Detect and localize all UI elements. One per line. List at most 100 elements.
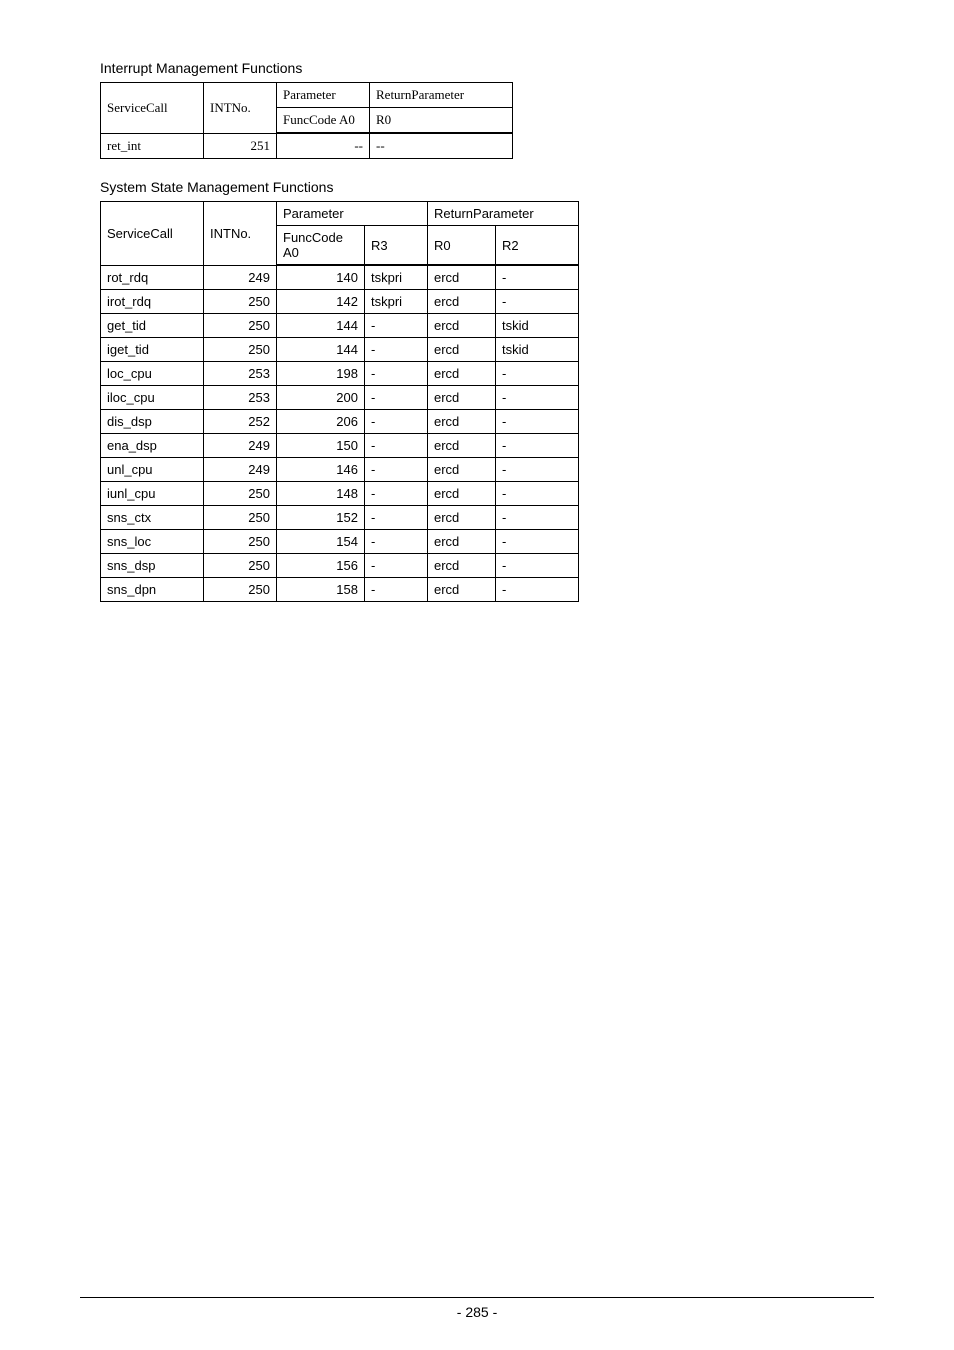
hdr-funccode: FuncCode A0 [277, 226, 365, 266]
cell-r2: - [496, 290, 579, 314]
cell-funccode: 144 [277, 338, 365, 362]
cell-r2: - [496, 410, 579, 434]
table-row: rot_rdq249140tskpriercd- [101, 265, 579, 290]
page-number: - 285 - [457, 1304, 497, 1320]
cell-servicecall: rot_rdq [101, 265, 204, 290]
cell-r0: ercd [428, 410, 496, 434]
table-row: iunl_cpu250148-ercd- [101, 482, 579, 506]
cell-r3: - [365, 386, 428, 410]
cell-funccode: 148 [277, 482, 365, 506]
cell-r3: tskpri [365, 290, 428, 314]
cell-r3: - [365, 410, 428, 434]
cell-funccode: 144 [277, 314, 365, 338]
table-row: irot_rdq250142tskpriercd- [101, 290, 579, 314]
cell-servicecall: loc_cpu [101, 362, 204, 386]
cell-r0: ercd [428, 506, 496, 530]
cell-r0: ercd [428, 458, 496, 482]
cell-r3: - [365, 482, 428, 506]
cell-servicecall: ena_dsp [101, 434, 204, 458]
cell-r0: ercd [428, 362, 496, 386]
cell-r3: - [365, 578, 428, 602]
cell-r2: - [496, 506, 579, 530]
table-row: sns_loc250154-ercd- [101, 530, 579, 554]
cell-intno: 249 [204, 265, 277, 290]
cell-r3: - [365, 506, 428, 530]
cell-funccode: 154 [277, 530, 365, 554]
hdr-r3: R3 [365, 226, 428, 266]
cell-r2: - [496, 554, 579, 578]
hdr-returnparameter: ReturnParameter [370, 83, 513, 108]
cell-r3: - [365, 530, 428, 554]
table-row: loc_cpu253198-ercd- [101, 362, 579, 386]
hdr-servicecall: ServiceCall [101, 83, 204, 134]
cell-r0: ercd [428, 482, 496, 506]
table-row: sns_ctx250152-ercd- [101, 506, 579, 530]
cell-r0: ercd [428, 554, 496, 578]
cell-r0: ercd [428, 338, 496, 362]
cell-r2: - [496, 362, 579, 386]
cell-servicecall: dis_dsp [101, 410, 204, 434]
cell-r2: - [496, 530, 579, 554]
cell-intno: 253 [204, 362, 277, 386]
cell-r2: - [496, 434, 579, 458]
cell-r0: ercd [428, 386, 496, 410]
hdr-intno: INTNo. [204, 202, 277, 266]
cell-r2: tskid [496, 338, 579, 362]
hdr-servicecall: ServiceCall [101, 202, 204, 266]
cell-funccode: 198 [277, 362, 365, 386]
cell-r0: ercd [428, 578, 496, 602]
cell-funccode: 158 [277, 578, 365, 602]
cell-intno: 250 [204, 530, 277, 554]
cell-servicecall: irot_rdq [101, 290, 204, 314]
cell-r3: - [365, 362, 428, 386]
hdr-returnparameter: ReturnParameter [428, 202, 579, 226]
table-row: iloc_cpu253200-ercd- [101, 386, 579, 410]
cell-r3: - [365, 338, 428, 362]
cell-servicecall: ret_int [101, 133, 204, 159]
cell-intno: 252 [204, 410, 277, 434]
cell-funccode: 156 [277, 554, 365, 578]
cell-funccode: 140 [277, 265, 365, 290]
hdr-funccode: FuncCode A0 [277, 108, 370, 134]
cell-intno: 250 [204, 290, 277, 314]
cell-intno: 250 [204, 482, 277, 506]
cell-intno: 250 [204, 578, 277, 602]
cell-servicecall: iloc_cpu [101, 386, 204, 410]
cell-r0: ercd [428, 265, 496, 290]
cell-r0: ercd [428, 314, 496, 338]
cell-funccode: 152 [277, 506, 365, 530]
cell-r0: ercd [428, 434, 496, 458]
cell-servicecall: get_tid [101, 314, 204, 338]
page-footer: - 285 - [80, 1297, 874, 1320]
cell-r3: - [365, 554, 428, 578]
cell-r3: - [365, 434, 428, 458]
table-row: sns_dpn250158-ercd- [101, 578, 579, 602]
table-row: get_tid250144-ercdtskid [101, 314, 579, 338]
section1-title: Interrupt Management Functions [100, 60, 854, 76]
section2-title: System State Management Functions [100, 179, 854, 195]
table-row: sns_dsp250156-ercd- [101, 554, 579, 578]
cell-r0: ercd [428, 530, 496, 554]
table-row: ret_int251---- [101, 133, 513, 159]
cell-intno: 250 [204, 338, 277, 362]
cell-r3: - [365, 458, 428, 482]
cell-r2: - [496, 482, 579, 506]
table-system-state-mgmt: ServiceCall INTNo. Parameter ReturnParam… [100, 201, 579, 602]
table-row: unl_cpu249146-ercd- [101, 458, 579, 482]
cell-servicecall: iunl_cpu [101, 482, 204, 506]
cell-servicecall: sns_loc [101, 530, 204, 554]
cell-funccode: 142 [277, 290, 365, 314]
cell-servicecall: iget_tid [101, 338, 204, 362]
cell-r3: tskpri [365, 265, 428, 290]
cell-r0: -- [370, 133, 513, 159]
cell-intno: 251 [204, 133, 277, 159]
cell-r2: - [496, 265, 579, 290]
cell-servicecall: sns_ctx [101, 506, 204, 530]
hdr-r2: R2 [496, 226, 579, 266]
hdr-intno: INTNo. [204, 83, 277, 134]
hdr-r0: R0 [370, 108, 513, 134]
table-row: ena_dsp249150-ercd- [101, 434, 579, 458]
hdr-parameter: Parameter [277, 83, 370, 108]
cell-r2: - [496, 386, 579, 410]
cell-intno: 250 [204, 554, 277, 578]
